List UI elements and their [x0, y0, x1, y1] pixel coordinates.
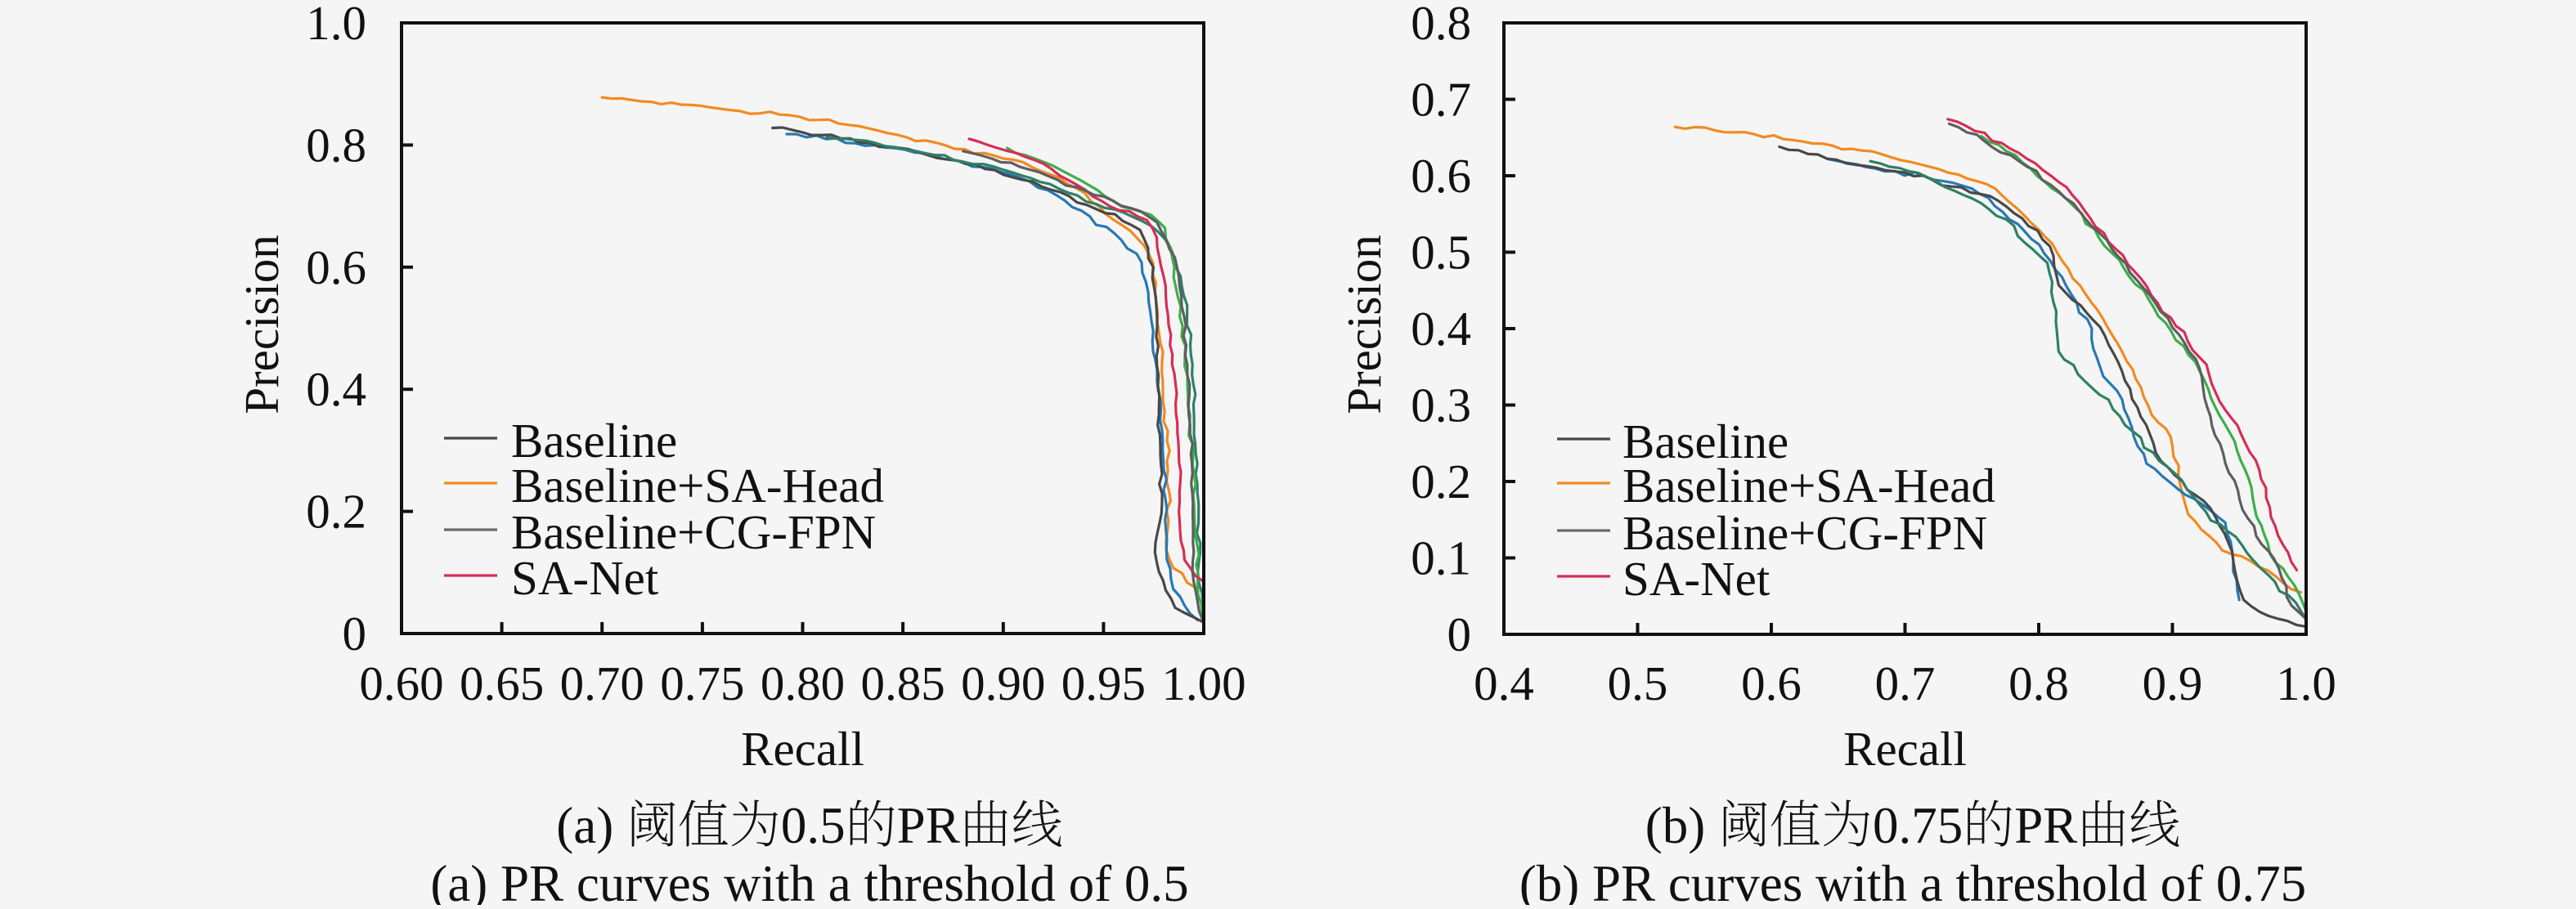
svg-text:Baseline+CG-FPN: Baseline+CG-FPN — [511, 505, 876, 559]
svg-text:Baseline+SA-Head: Baseline+SA-Head — [511, 459, 884, 513]
svg-text:SA-Net: SA-Net — [511, 551, 659, 605]
svg-text:0.6: 0.6 — [1741, 656, 1802, 710]
svg-text:Precision: Precision — [1337, 235, 1391, 414]
svg-text:0.3: 0.3 — [1411, 378, 1471, 432]
svg-text:(a): (a) — [556, 797, 613, 854]
svg-text:0: 0 — [343, 607, 367, 660]
svg-text:Baseline+CG-FPN: Baseline+CG-FPN — [1622, 506, 1987, 560]
svg-text:0.9: 0.9 — [2143, 656, 2203, 710]
svg-text:0.5: 0.5 — [1608, 656, 1668, 710]
svg-text:0.8: 0.8 — [1411, 0, 1471, 50]
svg-text:0.90: 0.90 — [961, 656, 1045, 710]
svg-text:0.70: 0.70 — [560, 656, 644, 710]
svg-text:0.75: 0.75 — [660, 656, 744, 710]
svg-text:1.0: 1.0 — [2276, 656, 2336, 710]
svg-text:0.5: 0.5 — [1411, 226, 1471, 280]
svg-text:0.75: 0.75 — [1873, 797, 1963, 854]
svg-text:Baseline: Baseline — [1622, 414, 1788, 468]
svg-text:0.80: 0.80 — [761, 656, 845, 710]
svg-text:0.2: 0.2 — [306, 485, 366, 539]
svg-text:Precision: Precision — [235, 235, 289, 414]
svg-text:Baseline+SA-Head: Baseline+SA-Head — [1622, 459, 1995, 513]
svg-text:PR: PR — [897, 797, 960, 854]
svg-text:0.85: 0.85 — [861, 656, 945, 710]
svg-text:1.0: 1.0 — [306, 0, 366, 50]
svg-text:0.4: 0.4 — [306, 362, 366, 416]
svg-text:0.4: 0.4 — [1474, 656, 1534, 710]
svg-text:0.6: 0.6 — [306, 240, 366, 294]
svg-text:Recall: Recall — [1843, 722, 1967, 776]
svg-text:0.95: 0.95 — [1061, 656, 1146, 710]
svg-text:0.7: 0.7 — [1411, 73, 1471, 127]
svg-text:0.2: 0.2 — [1411, 454, 1471, 508]
svg-text:0.6: 0.6 — [1411, 149, 1471, 203]
svg-text:0.65: 0.65 — [460, 656, 544, 710]
svg-text:SA-Net: SA-Net — [1622, 552, 1770, 606]
svg-text:(b) PR curves with a threshold: (b) PR curves with a threshold of 0.75 — [1519, 855, 2306, 905]
svg-text:Baseline: Baseline — [511, 414, 677, 468]
svg-text:0: 0 — [1447, 607, 1472, 661]
svg-text:0.5: 0.5 — [781, 797, 846, 854]
svg-text:0.1: 0.1 — [1411, 531, 1471, 585]
svg-text:(b): (b) — [1645, 797, 1705, 854]
svg-text:0.8: 0.8 — [2008, 656, 2069, 710]
svg-text:1.00: 1.00 — [1161, 656, 1245, 710]
svg-text:0.7: 0.7 — [1875, 656, 1936, 710]
svg-text:(a) PR curves with a threshold: (a) PR curves with a threshold of 0.5 — [430, 855, 1188, 905]
svg-text:0.60: 0.60 — [359, 656, 443, 710]
svg-text:0.4: 0.4 — [1411, 302, 1471, 356]
svg-text:0.8: 0.8 — [306, 118, 366, 172]
svg-text:PR: PR — [2014, 797, 2077, 854]
svg-text:Recall: Recall — [741, 722, 864, 776]
